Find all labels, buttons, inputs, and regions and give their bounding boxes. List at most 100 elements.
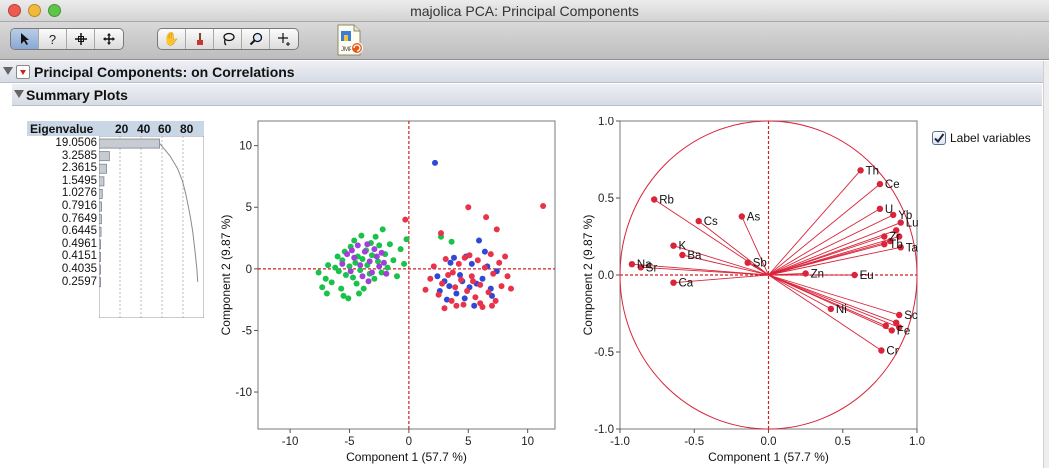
summary-plots-outline[interactable]: Summary Plots bbox=[12, 84, 1042, 106]
score-point-red bbox=[472, 294, 479, 301]
score-point-green bbox=[338, 285, 345, 292]
score-point-green bbox=[323, 290, 330, 297]
score-point-blue bbox=[468, 260, 475, 267]
eigenvalue-bar-chart bbox=[99, 136, 204, 318]
score-plot[interactable]: -10 -5 0 5 10 -10 -5 0 5 10 Component 1 (57.7 %) Co… bbox=[205, 117, 560, 464]
loading-point bbox=[851, 271, 858, 279]
score-point-blue bbox=[461, 295, 468, 302]
move-tool-button[interactable] bbox=[95, 29, 123, 49]
score-point-red bbox=[493, 226, 500, 233]
eigen-bar bbox=[99, 176, 105, 187]
score-point-red bbox=[508, 285, 514, 292]
vertical-scrollbar[interactable] bbox=[1043, 61, 1049, 468]
label-variables-checkbox[interactable] bbox=[932, 131, 946, 145]
variable-label: Fe bbox=[897, 325, 910, 337]
lasso-icon bbox=[222, 32, 235, 46]
score-point-red bbox=[445, 272, 452, 278]
eigen-bar bbox=[99, 201, 102, 212]
score-point-red bbox=[477, 281, 484, 288]
variable-label: U bbox=[885, 204, 893, 216]
score-point-green bbox=[390, 257, 397, 264]
red-triangle-menu-icon[interactable] bbox=[16, 65, 30, 79]
score-point-green bbox=[376, 242, 383, 249]
help-tool-button[interactable]: ? bbox=[39, 29, 67, 49]
score-point-red bbox=[449, 269, 456, 276]
principal-components-outline[interactable]: Principal Components: on Correlations bbox=[0, 61, 1049, 83]
score-point-red bbox=[465, 204, 472, 211]
grabber-tool-button[interactable]: ✋ bbox=[158, 29, 186, 49]
eigen-bar bbox=[99, 264, 101, 275]
score-point-red bbox=[448, 297, 455, 304]
loading-point bbox=[896, 324, 903, 331]
label-variables-control[interactable]: Label variables bbox=[932, 131, 1031, 145]
score-point-green bbox=[351, 237, 358, 244]
magnifier-tool-button[interactable] bbox=[242, 29, 270, 49]
loading-point bbox=[896, 311, 903, 319]
brush-tool-button[interactable] bbox=[186, 29, 214, 49]
loading-vector bbox=[768, 246, 901, 276]
score-point-red bbox=[435, 291, 442, 298]
magnifier-icon bbox=[249, 32, 262, 46]
jmp-file-icon[interactable]: JMP bbox=[334, 23, 364, 57]
zoom-window-button[interactable] bbox=[48, 4, 61, 17]
score-point-purple bbox=[365, 278, 372, 285]
score-plot-frame bbox=[257, 120, 556, 430]
score-point-green bbox=[403, 236, 410, 243]
loading-plot[interactable]: -1.0 -0.5 0.0 0.5 1.0 -1.0 -0.5 0.0 0.5 1.0 Compon… bbox=[560, 117, 930, 464]
close-window-button[interactable] bbox=[8, 4, 21, 17]
disclosure-triangle-icon[interactable] bbox=[14, 90, 24, 98]
loading-point bbox=[878, 347, 885, 354]
loading-vector bbox=[673, 245, 769, 276]
select-tool-button[interactable] bbox=[67, 29, 95, 49]
minimize-window-button[interactable] bbox=[28, 4, 41, 17]
variable-label: Na bbox=[637, 259, 652, 271]
loading-point bbox=[893, 319, 900, 326]
loading-point bbox=[695, 217, 702, 225]
y-tick-label: 0.0 bbox=[598, 270, 614, 282]
variable-label: Ca bbox=[679, 278, 694, 290]
score-point-green bbox=[328, 279, 335, 286]
variable-label: Th bbox=[866, 165, 879, 177]
score-point-purple bbox=[347, 268, 354, 275]
x-tick-label: 0.5 bbox=[835, 436, 851, 448]
score-point-green bbox=[353, 280, 360, 287]
y-tick-label: -1.0 bbox=[594, 424, 614, 436]
loading-vector bbox=[768, 243, 885, 276]
score-point-green bbox=[369, 252, 375, 259]
lasso-tool-button[interactable] bbox=[214, 29, 242, 49]
score-point-red bbox=[461, 254, 468, 261]
eigenvalue: 0.4151 bbox=[61, 250, 97, 263]
loading-vector bbox=[768, 274, 900, 316]
help-icon: ? bbox=[48, 31, 57, 47]
eigen-bar bbox=[99, 151, 110, 162]
x-tick-label: -1.0 bbox=[610, 436, 630, 448]
disclosure-triangle-icon[interactable] bbox=[3, 67, 13, 75]
variable-label: As bbox=[747, 212, 761, 224]
loading-vector bbox=[768, 208, 881, 276]
crosshair-tool-button[interactable] bbox=[270, 29, 298, 49]
eigenvalue: 2.3615 bbox=[61, 162, 97, 175]
loading-point bbox=[888, 327, 895, 334]
loading-vector bbox=[768, 222, 901, 276]
score-point-red bbox=[455, 260, 462, 267]
svg-text:JMP: JMP bbox=[341, 47, 353, 53]
loading-point bbox=[897, 244, 904, 251]
checkmark-icon bbox=[934, 133, 945, 144]
score-point-purple bbox=[383, 270, 390, 277]
loading-vector bbox=[768, 214, 894, 276]
eigenvalue: 0.2597 bbox=[61, 275, 97, 288]
variable-label: Ni bbox=[836, 304, 847, 316]
eigenvalue-header: Eigenvalue 20 40 60 80 bbox=[27, 121, 204, 136]
score-point-green bbox=[315, 269, 322, 276]
arrow-tool-button[interactable] bbox=[11, 29, 39, 49]
score-point-purple bbox=[357, 262, 364, 269]
y-tick-label: 10 bbox=[239, 141, 252, 153]
score-point-blue bbox=[479, 275, 486, 282]
variable-label: Lu bbox=[906, 218, 919, 230]
eigen-bar bbox=[99, 277, 101, 288]
score-point-green bbox=[358, 232, 365, 239]
eigenvalue-header-label: Eigenvalue bbox=[30, 122, 94, 136]
score-point-purple bbox=[351, 254, 358, 261]
score-point-blue bbox=[476, 237, 482, 244]
loading-point bbox=[670, 279, 677, 286]
